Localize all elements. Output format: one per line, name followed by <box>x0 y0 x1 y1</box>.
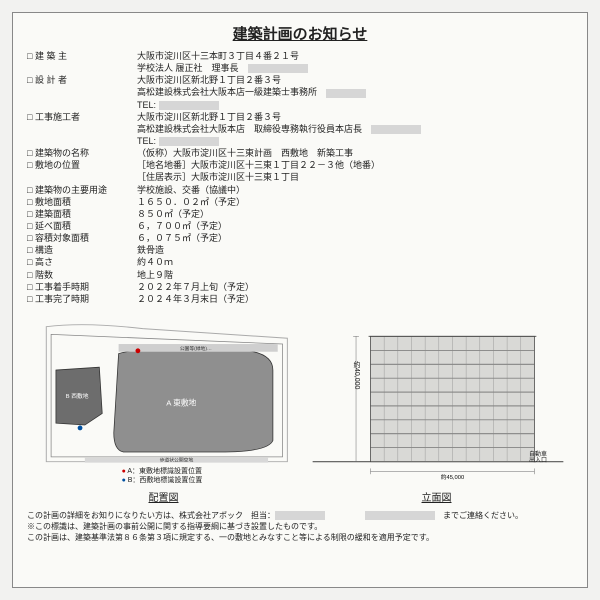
height-dim: 約40,000 <box>351 361 361 389</box>
row-value: ８５０㎡（予定） <box>137 208 573 220</box>
row-label: 工事着手時期 <box>27 281 137 293</box>
row-value: 大阪市淀川区十三本町３丁目４番２１号 <box>137 50 573 62</box>
width-dim: 約45,000 <box>441 473 464 481</box>
row-value: 大阪市淀川区新北野１丁目２番３号 <box>137 111 573 123</box>
row-label: 工事施工者 <box>27 111 137 123</box>
info-row: 高さ約４０ｍ <box>27 256 573 268</box>
siteplan-caption: 配置図 <box>27 489 300 504</box>
info-row: 建築面積８５０㎡（予定） <box>27 208 573 220</box>
site-plan-svg: A 東敷地 B 西敷地 公園等(緑地)… 歩道状公開空地 <box>27 311 297 487</box>
info-row: 工事施工者大阪市淀川区新北野１丁目２番３号 <box>27 111 573 123</box>
elevation-caption: 立面図 <box>300 489 573 504</box>
info-row: 設 計 者大阪市淀川区新北野１丁目２番３号 <box>27 74 573 86</box>
row-value: 学校施設、交番（協議中） <box>137 184 573 196</box>
info-row: 階数地上９階 <box>27 269 573 281</box>
marker-b <box>78 425 83 430</box>
row-subline: 高松建設株式会社大阪本店一級建築士事務所 <box>137 86 573 98</box>
row-value: ６，０７５㎡（予定） <box>137 232 573 244</box>
notice-board: 建築計画のお知らせ 建 築 主大阪市淀川区十三本町３丁目４番２１号学校法人 履正… <box>12 12 588 588</box>
row-value: ２０２４年３月末日（予定） <box>137 293 573 305</box>
row-subline: TEL: <box>137 135 573 147</box>
row-label: 敷地の位置 <box>27 159 137 171</box>
row-label: 延べ面積 <box>27 220 137 232</box>
info-row: 構造鉄骨造 <box>27 244 573 256</box>
entrance-label: 自動車出入口 <box>529 452 547 465</box>
row-label: 構造 <box>27 244 137 256</box>
info-row: 工事完了時期２０２４年３月末日（予定） <box>27 293 573 305</box>
row-label: 建 築 主 <box>27 50 137 62</box>
site-plan-legend: ● A：東敷地標識設置位置 ● B：西敷地標識設置位置 <box>122 468 203 485</box>
info-row: 容積対象面積６，０７５㎡（予定） <box>27 232 573 244</box>
footer-notes: この計画の詳細をお知りになりたい方は、株式会社アポック 担当： までご連絡くださ… <box>27 510 573 544</box>
info-row: 延べ面積６，７００㎡（予定） <box>27 220 573 232</box>
row-label: 建築物の主要用途 <box>27 184 137 196</box>
footer-line1: この計画の詳細をお知りになりたい方は、株式会社アポック 担当： までご連絡くださ… <box>27 510 573 521</box>
row-label: 敷地面積 <box>27 196 137 208</box>
row-label: 階数 <box>27 269 137 281</box>
info-row: 建 築 主大阪市淀川区十三本町３丁目４番２１号 <box>27 50 573 62</box>
row-value: ６，７００㎡（予定） <box>137 220 573 232</box>
row-subline: ［住居表示］大阪市淀川区十三東１丁目 <box>137 171 573 183</box>
info-row: 敷地面積１６５０．０２㎡（予定） <box>27 196 573 208</box>
row-value: ２０２２年７月上旬（予定） <box>137 281 573 293</box>
info-row: 建築物の主要用途学校施設、交番（協議中） <box>27 184 573 196</box>
row-label: 建築面積 <box>27 208 137 220</box>
footer-line2: ※この標識は、建築計画の事前公開に関する指導要綱に基づき設置したものです。 <box>27 521 573 532</box>
row-subline: TEL: <box>137 99 573 111</box>
west-lot-label: B 西敷地 <box>66 392 89 400</box>
site-plan-figure: A 東敷地 B 西敷地 公園等(緑地)… 歩道状公開空地 ● A：東敷地標識設置… <box>27 311 297 487</box>
row-value: （仮称）大阪市淀川区十三東計画 西敷地 新築工事 <box>137 147 573 159</box>
footer-line3: この計画は、建築基準法第８６条第３項に規定する、一の敷地とみなすこと等による制限… <box>27 532 573 543</box>
svg-text:歩道状公開空地: 歩道状公開空地 <box>160 457 194 464</box>
info-row: 建築物の名称（仮称）大阪市淀川区十三東計画 西敷地 新築工事 <box>27 147 573 159</box>
row-label: 工事完了時期 <box>27 293 137 305</box>
info-table: 建 築 主大阪市淀川区十三本町３丁目４番２１号学校法人 履正社 理事長 設 計 … <box>27 50 573 305</box>
elevation-figure: 約45,000 約40,000 自動車出入口 <box>303 311 573 487</box>
row-subline: 高松建設株式会社大阪本店 取締役専務執行役員本店長 <box>137 123 573 135</box>
svg-text:公園等(緑地)…: 公園等(緑地)… <box>180 345 212 352</box>
row-value: 大阪市淀川区新北野１丁目２番３号 <box>137 74 573 86</box>
row-label: 建築物の名称 <box>27 147 137 159</box>
figure-captions: 配置図 立面図 <box>27 487 573 504</box>
row-value: 地上９階 <box>137 269 573 281</box>
marker-a <box>135 348 140 353</box>
row-label: 高さ <box>27 256 137 268</box>
east-lot-label: A 東敷地 <box>166 398 196 408</box>
row-value: 鉄骨造 <box>137 244 573 256</box>
info-row: 工事着手時期２０２２年７月上旬（予定） <box>27 281 573 293</box>
row-label: 設 計 者 <box>27 74 137 86</box>
row-label: 容積対象面積 <box>27 232 137 244</box>
row-value: 約４０ｍ <box>137 256 573 268</box>
row-value: １６５０．０２㎡（予定） <box>137 196 573 208</box>
row-subline: 学校法人 履正社 理事長 <box>137 62 573 74</box>
info-row: 敷地の位置［地名地番］大阪市淀川区十三東１丁目２２－３他（地番） <box>27 159 573 171</box>
figures: A 東敷地 B 西敷地 公園等(緑地)… 歩道状公開空地 ● A：東敷地標識設置… <box>27 311 573 487</box>
page-title: 建築計画のお知らせ <box>27 23 573 44</box>
row-value: ［地名地番］大阪市淀川区十三東１丁目２２－３他（地番） <box>137 159 573 171</box>
